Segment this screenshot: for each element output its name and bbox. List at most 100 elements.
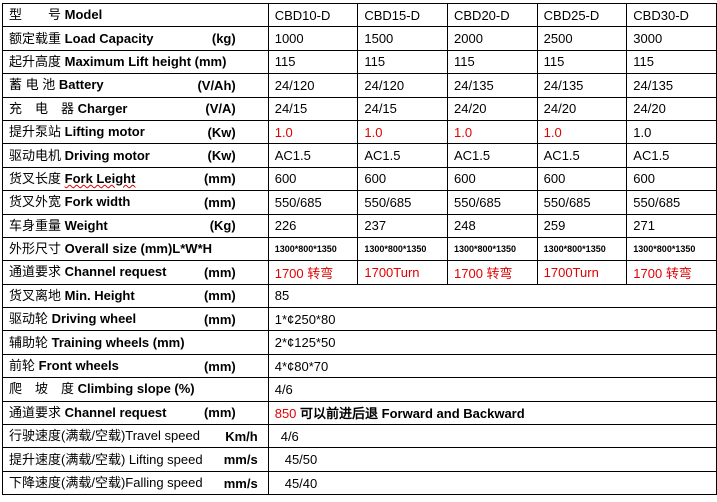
value-cell: 24/20 [536, 96, 628, 121]
value-cell: 248 [447, 213, 538, 238]
value-cell: 1300*800*1350 [626, 236, 717, 262]
label-cn: 通道要求 [9, 264, 65, 280]
label-name: 货叉离地 Min. Height [9, 287, 135, 303]
model-header: CBD20-D [447, 2, 538, 28]
value-cell: 1700Turn [536, 260, 628, 285]
label-wrap: 车身重量 Weight (Kg) [9, 218, 264, 233]
value-cell: 115 [357, 49, 448, 75]
value-text: 1*¢250*80 [274, 311, 336, 327]
label-wrap: 货叉离地 Min. Height (mm) [9, 288, 264, 303]
value-text: 85 [274, 288, 290, 304]
value-cell: 550/685 [626, 190, 717, 215]
value-cell: 226 [267, 213, 359, 238]
label-en: Maximum Lift height (mm) [64, 53, 227, 69]
table-row: 充 电 器 Charger (V/A) 24/15 24/15 24/20 24/20 24… [2, 96, 717, 121]
value-cell: 4*¢80*70 [267, 353, 717, 379]
value-cell: 600 [536, 166, 628, 192]
label-en: Model [64, 7, 103, 23]
value-cell: 1000 [267, 26, 359, 51]
value-cell: 1.0 [267, 119, 359, 145]
value-cell: 600 [447, 166, 538, 192]
label-unit: mm/s [223, 475, 258, 491]
value-cell: 2*¢125*50 [267, 330, 717, 355]
row-label: 行驶速度(满载/空载)Travel speed Km/h [2, 424, 269, 449]
label-en: Fork Leight [64, 170, 136, 186]
label-cn: 提升速度(满载/空载) Lifting speed [9, 451, 203, 467]
value-cell: 24/120 [357, 73, 448, 98]
value-cell: 115 [447, 49, 538, 75]
table-row: 货叉长度 Fork Leight (mm) 600 600 600 600 600 [2, 166, 717, 192]
table-row: 提升泵站 Lifting motor (Kw) 1.0 1.0 1.0 1.0 1.0 [2, 119, 717, 145]
label-cn: 车身重量 [9, 217, 62, 233]
row-label: 驱动电机 Driving motor (Kw) [2, 143, 269, 168]
label-wrap: 辅助轮 Training wheels (mm) [9, 335, 264, 350]
label-name: 货叉外宽 Fork width [9, 195, 130, 209]
label-cn: 货叉长度 [9, 170, 62, 186]
value-cell: 24/20 [447, 96, 538, 121]
channel-width: 850 [274, 406, 297, 422]
label-name: 驱动电机 Driving motor [9, 148, 150, 163]
table-row: 货叉外宽 Fork width (mm) 550/685 550/685 550/685… [2, 190, 717, 215]
label-wrap: 提升速度(满载/空载) Lifting speed mm/s [9, 452, 264, 467]
table-row: 行驶速度(满载/空载)Travel speed Km/h 4/6 [2, 424, 717, 449]
label-unit: (mm) [203, 405, 236, 421]
table-row: 前轮 Front wheels (mm) 4*¢80*70 [2, 353, 717, 379]
value-cell: 24/135 [447, 73, 538, 98]
label-wrap: 前轮 Front wheels (mm) [9, 359, 264, 374]
label-unit: Km/h [225, 428, 258, 444]
label-name: 前轮 Front wheels [9, 359, 119, 373]
label-en: Charger [77, 100, 128, 116]
label-name: 辅助轮 Training wheels (mm) [9, 335, 185, 350]
label-name: 货叉长度 Fork Leight [9, 170, 136, 186]
label-wrap: 外形尺寸 Overall size (mm)L*W*H [9, 242, 264, 256]
table-row: 蓄 电 池 Battery (V/Ah) 24/120 24/120 24/135 24/… [2, 73, 717, 98]
label-wrap: 提升泵站 Lifting motor (Kw) [9, 125, 264, 140]
table-row: 下降速度(满载/空载)Falling speed mm/s 45/40 [2, 470, 717, 496]
value-cell: 1.0 [536, 119, 628, 145]
label-wrap: 货叉长度 Fork Leight (mm) [9, 171, 264, 186]
label-name: 额定载重 Load Capacity [9, 31, 153, 46]
label-cn: 货叉离地 [9, 287, 62, 303]
row-label: 货叉外宽 Fork width (mm) [2, 190, 269, 215]
value-cell: 600 [267, 166, 359, 192]
row-label: 货叉长度 Fork Leight (mm) [2, 166, 269, 192]
value-cell: 1700 转弯 [447, 260, 538, 285]
table-row: 起升高度 Maximum Lift height (mm) 115 115 115 11… [2, 49, 717, 75]
label-unit: (Kw) [207, 148, 236, 164]
value-cell: 1300*800*1350 [447, 236, 538, 262]
label-cn: 前轮 [9, 358, 36, 374]
label-en: Front wheels [38, 358, 119, 374]
row-label: 驱动轮 Driving wheel (mm) [2, 307, 269, 332]
table-row: 型 号 Model CBD10-D CBD15-D CBD20-D CBD25-D CBD… [2, 2, 717, 28]
label-name: 起升高度 Maximum Lift height (mm) [9, 53, 227, 69]
value-text: 4/6 [274, 381, 293, 397]
table-row: 辅助轮 Training wheels (mm) 2*¢125*50 [2, 330, 717, 355]
label-cn: 通道要求 [9, 404, 65, 420]
label-unit: (mm) [203, 171, 236, 187]
value-text: 可以前进后退 Forward and Backward [296, 406, 525, 422]
label-name: 行驶速度(满载/空载)Travel speed [9, 429, 200, 443]
label-en: Climbing slope (%) [77, 381, 195, 397]
value-cell: 24/15 [357, 96, 448, 121]
label-cn: 充 电 器 [9, 100, 75, 116]
value-cell: 24/135 [536, 73, 628, 98]
label-wrap: 额定载重 Load Capacity (kg) [9, 31, 264, 46]
label-name: 车身重量 Weight [9, 217, 108, 233]
label-wrap: 蓄 电 池 Battery (V/Ah) [9, 78, 264, 93]
value-cell: 24/120 [267, 73, 359, 98]
value-cell: 24/135 [626, 73, 717, 98]
label-en: Weight [64, 217, 108, 233]
value-cell: 1700 转弯 [267, 260, 359, 285]
label-cn: 行驶速度(满载/空载)Travel speed [9, 428, 200, 444]
value-cell: 4/6 [267, 377, 717, 402]
row-label: 型 号 Model [2, 2, 269, 28]
label-wrap: 货叉外宽 Fork width (mm) [9, 195, 264, 210]
value-cell: AC1.5 [536, 143, 628, 168]
value-cell: 45/50 [267, 447, 717, 472]
model-header: CBD10-D [267, 2, 359, 28]
label-wrap: 驱动轮 Driving wheel (mm) [9, 312, 264, 327]
table-row: 货叉离地 Min. Height (mm) 85 [2, 283, 717, 309]
value-cell: 2000 [447, 26, 538, 51]
value-cell: 259 [536, 213, 628, 238]
